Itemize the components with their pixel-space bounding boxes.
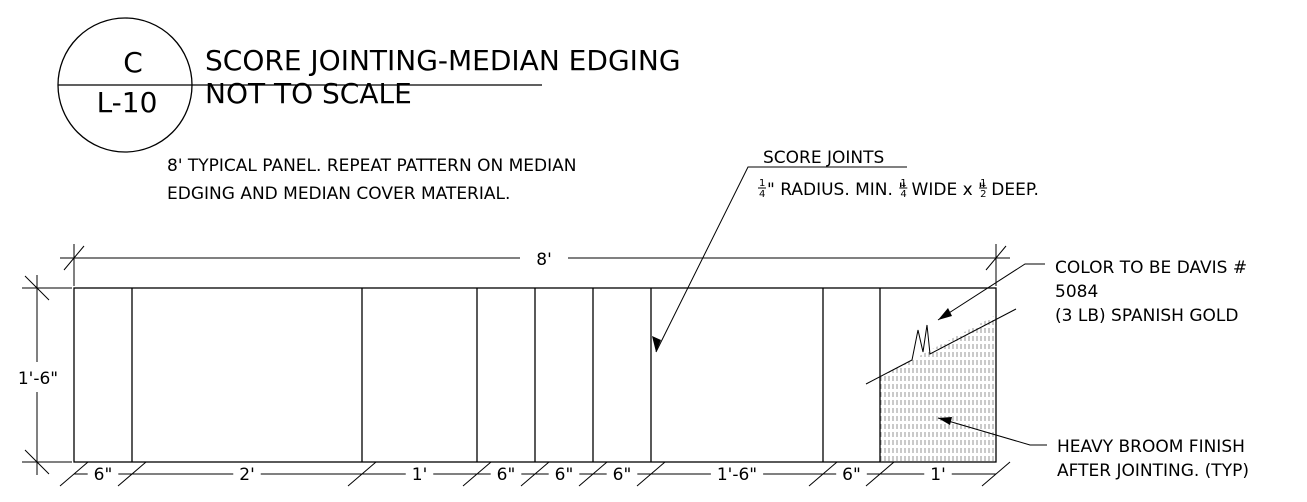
overall-tick-left: [63, 245, 85, 271]
height-tick-top: [24, 275, 50, 301]
finish-note-line-1: HEAVY BROOM FINISH: [1057, 437, 1245, 457]
height-tick-bottom: [24, 449, 50, 475]
title-block: C L-10 SCORE JOINTING-MEDIAN EDGING NOT …: [57, 17, 681, 153]
score-joints-text: " RADIUS. MIN. " WIDE x " DEEP.: [767, 180, 1039, 200]
color-note-leader: [937, 263, 1045, 321]
segment-dimension-chain: 6" 2' 1' 6" 6" 6" 1'-6" 6" 1': [59, 461, 1011, 487]
segment-dimension-label: 6": [613, 465, 632, 485]
radius-fraction-num: 1: [759, 178, 765, 189]
score-joints-callout: SCORE JOINTS 1 4 " RADIUS. MIN. " WIDE x…: [652, 148, 1039, 353]
depth-fraction-num: 1: [980, 178, 986, 189]
depth-fraction-den: 2: [980, 189, 986, 200]
panel-elevation: [73, 287, 1017, 463]
finish-note-line-2: AFTER JOINTING. (TYP): [1057, 461, 1249, 481]
overall-length-label: 8': [536, 250, 552, 270]
segment-dimension-label: 1': [930, 465, 946, 485]
sheet-number: L-10: [97, 86, 158, 119]
overall-tick-right: [985, 245, 1007, 271]
segment-dimension-label: 2': [239, 465, 255, 485]
segment-dimension-label: 6": [842, 465, 861, 485]
scale-note: NOT TO SCALE: [205, 77, 412, 110]
detail-title: SCORE JOINTING-MEDIAN EDGING: [205, 44, 681, 77]
width-fraction-num: 1: [900, 178, 906, 189]
radius-fraction-den: 4: [759, 189, 765, 200]
score-joints-heading: SCORE JOINTS: [763, 148, 884, 168]
finish-note-arrowhead: [938, 417, 952, 425]
overall-dimension: 8': [60, 244, 1010, 286]
color-note-line-1: COLOR TO BE DAVIS #: [1055, 258, 1247, 278]
broom-finish-hatch: [880, 315, 996, 462]
panel-note-line-2: EDGING AND MEDIAN COVER MATERIAL.: [167, 184, 510, 204]
segment-dimension-label: 6": [555, 465, 574, 485]
color-note-arrowhead: [938, 308, 952, 320]
score-joints-text-c: " DEEP.: [978, 180, 1039, 200]
finish-note-leader: [937, 417, 1047, 446]
segment-dimension-label: 6": [94, 465, 113, 485]
height-dimension: 1'-6": [18, 275, 72, 475]
score-joints-arrowhead: [652, 336, 661, 352]
score-joint-lines: [131, 288, 881, 462]
segment-dimension-label: 1': [412, 465, 428, 485]
score-joints-text-a: " RADIUS. MIN.: [767, 180, 898, 200]
score-joints-leader: [655, 166, 763, 353]
color-boundary-break-line: [865, 308, 1017, 385]
score-joints-text-b: " WIDE x: [898, 180, 978, 200]
width-fraction-den: 4: [900, 189, 906, 200]
detail-letter: C: [123, 46, 143, 79]
segment-dimension-label: 1'-6": [717, 465, 757, 485]
height-label: 1'-6": [18, 369, 58, 389]
segment-dimension-label: 6": [497, 465, 516, 485]
color-note-line-2: 5084: [1055, 282, 1098, 302]
color-note-line-3: (3 LB) SPANISH GOLD: [1055, 306, 1238, 326]
finish-note: HEAVY BROOM FINISH AFTER JOINTING. (TYP): [937, 417, 1249, 481]
color-note: COLOR TO BE DAVIS # 5084 (3 LB) SPANISH …: [937, 258, 1247, 326]
panel-note: 8' TYPICAL PANEL. REPEAT PATTERN ON MEDI…: [167, 156, 576, 204]
panel-note-line-1: 8' TYPICAL PANEL. REPEAT PATTERN ON MEDI…: [167, 156, 576, 176]
